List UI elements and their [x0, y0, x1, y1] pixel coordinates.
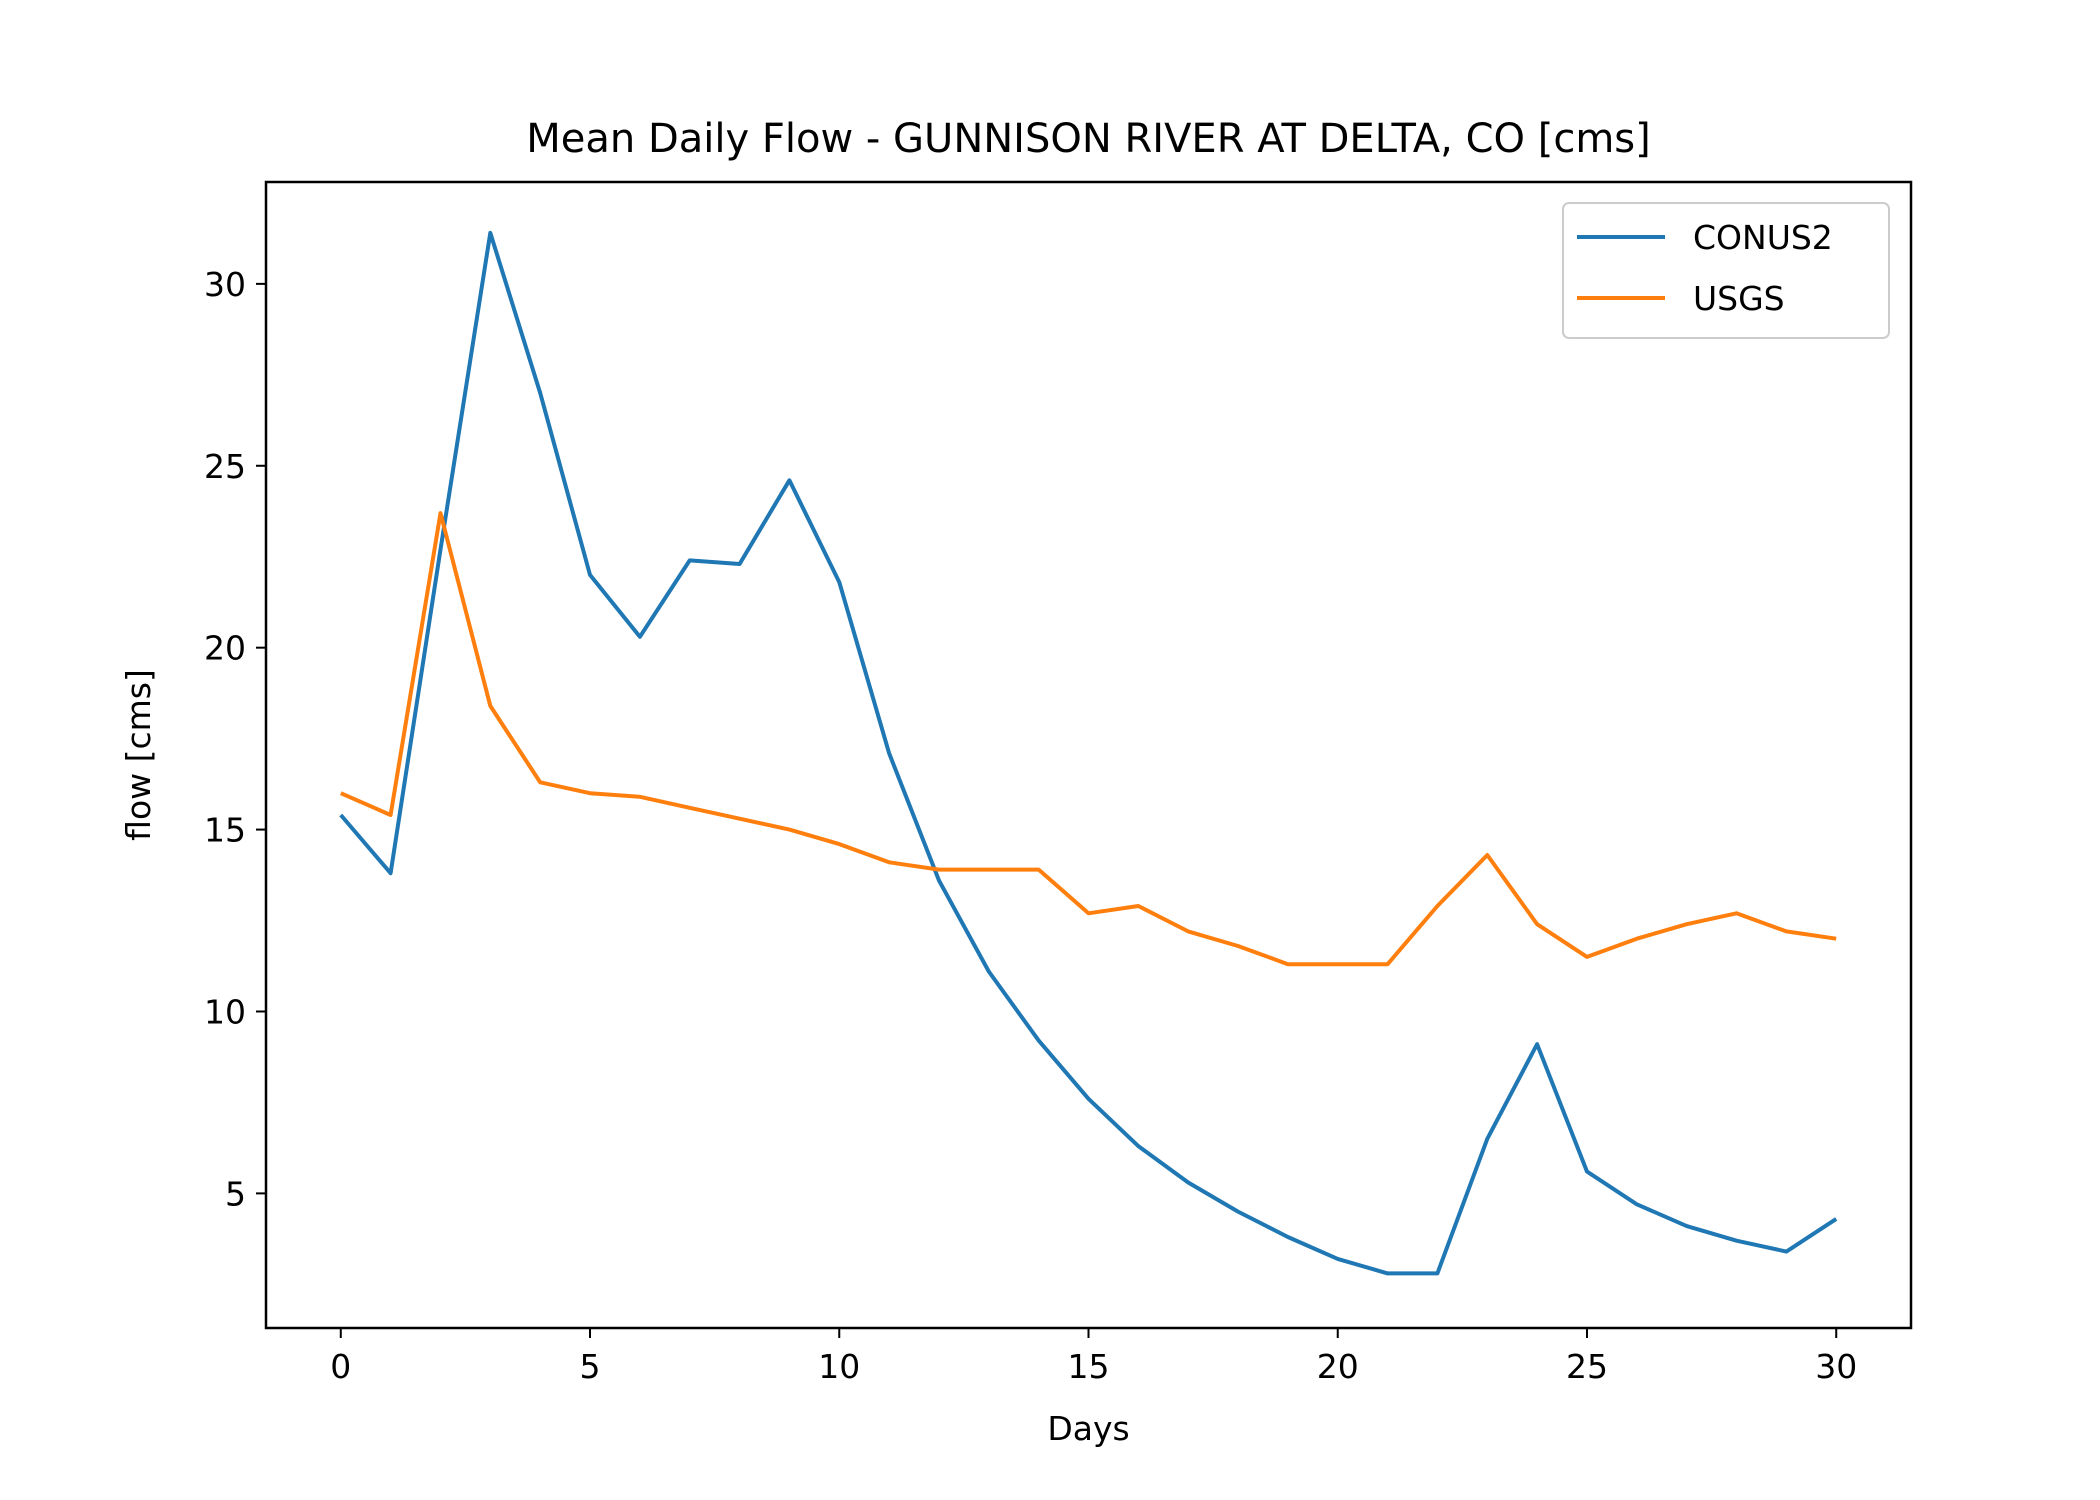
y-tick-label: 20 — [204, 629, 246, 668]
x-tick-label: 15 — [1068, 1347, 1110, 1386]
x-tick-label: 20 — [1317, 1347, 1359, 1386]
legend-label: USGS — [1693, 279, 1785, 318]
x-tick-label: 5 — [580, 1347, 601, 1386]
x-tick-label: 25 — [1566, 1347, 1608, 1386]
y-axis: 5 10 15 20 25 30 — [204, 265, 266, 1213]
y-axis-title: flow [cms] — [119, 669, 158, 841]
series-layer — [339, 230, 1838, 1276]
y-tick-label: 10 — [204, 992, 246, 1031]
y-tick-label: 5 — [225, 1174, 246, 1213]
y-tick-label: 30 — [204, 265, 246, 304]
legend: CONUS2 USGS — [1562, 202, 1890, 339]
series-line-2 — [339, 511, 1837, 967]
legend-label: CONUS2 — [1693, 218, 1833, 257]
x-tick-label: 30 — [1815, 1347, 1857, 1386]
chart-title: Mean Daily Flow - GUNNISON RIVER AT DELT… — [526, 116, 1650, 162]
x-axis-title: Days — [1047, 1409, 1129, 1448]
y-tick-label: 25 — [204, 447, 246, 486]
x-axis: 0 5 10 15 20 25 30 — [330, 1328, 1857, 1386]
series-line-1 — [339, 230, 1838, 1276]
x-tick-label: 10 — [818, 1347, 860, 1386]
x-tick-label: 0 — [330, 1347, 351, 1386]
y-tick-label: 15 — [204, 811, 246, 850]
